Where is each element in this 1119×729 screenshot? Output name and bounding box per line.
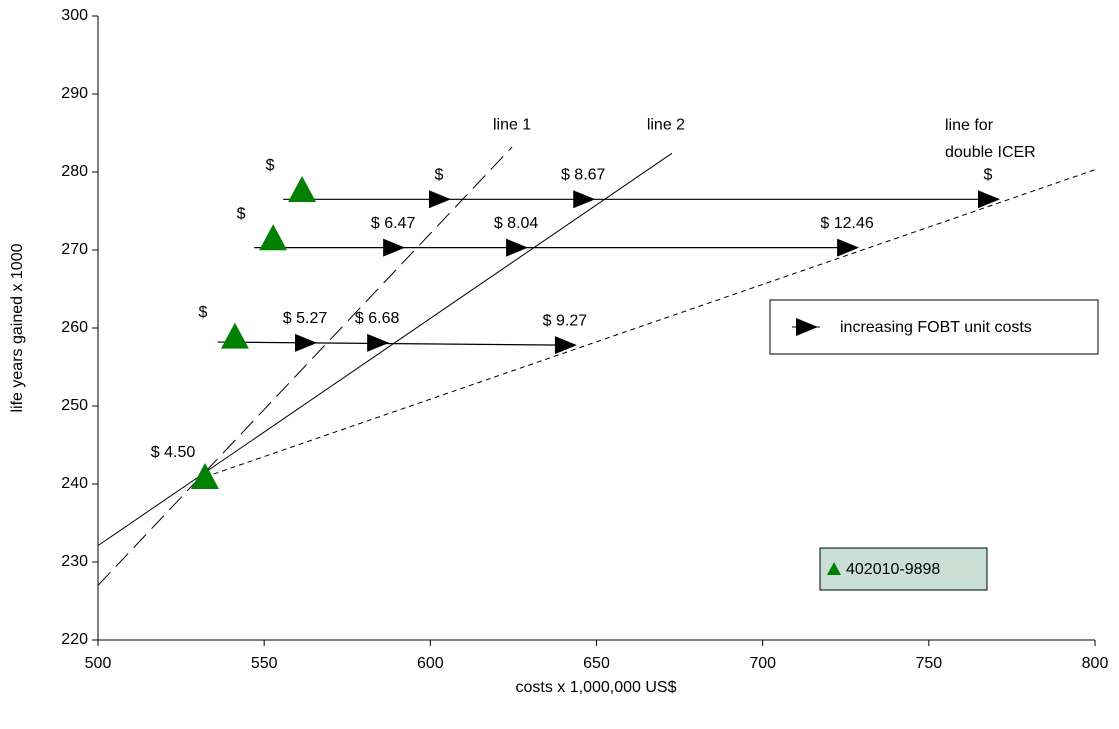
legend-marker — [827, 562, 841, 575]
line-label: double ICER — [945, 144, 1036, 161]
legend-label: increasing FOBT unit costs — [840, 319, 1032, 336]
x-tick-label: 550 — [251, 655, 278, 672]
point-label: $ — [435, 167, 444, 184]
x-tick-label: 650 — [583, 655, 610, 672]
arrow-marker — [573, 190, 596, 209]
arrow-marker — [295, 333, 318, 352]
point-label: $ 8.04 — [494, 215, 539, 232]
arrow-marker — [977, 190, 1000, 209]
triangle-marker — [191, 462, 220, 489]
point-label: $ — [237, 206, 246, 223]
x-tick-label: 700 — [749, 655, 776, 672]
arrow-marker — [506, 238, 529, 257]
point-label: $ — [984, 167, 993, 184]
legend-marker — [796, 318, 818, 336]
point-label: $ — [266, 157, 275, 174]
line-label: line 1 — [493, 116, 531, 133]
arrow-marker — [383, 238, 406, 257]
legend-box — [819, 547, 988, 591]
point-label: $ — [198, 304, 207, 321]
point-label: $ 9.27 — [543, 312, 588, 329]
arrow-marker — [554, 336, 577, 355]
point-label: $ 8.67 — [561, 167, 606, 184]
x-axis-label: costs x 1,000,000 US$ — [516, 679, 677, 696]
point-label: $ 12.46 — [820, 215, 873, 232]
line-label: line 2 — [647, 116, 685, 133]
y-tick-label: 290 — [61, 85, 88, 102]
reference-line — [97, 146, 513, 586]
y-tick-label: 270 — [61, 241, 88, 258]
legend-label: 402010-9898 — [846, 561, 940, 578]
x-tick-label: 500 — [85, 655, 112, 672]
y-tick-label: 300 — [61, 7, 88, 24]
y-axis-label: life years gained x 1000 — [9, 243, 26, 412]
reference-line — [204, 169, 1096, 478]
point-label: $ 6.68 — [355, 310, 400, 327]
point-label: $ 4.50 — [151, 444, 196, 461]
triangle-marker — [288, 175, 317, 202]
x-tick-label: 750 — [915, 655, 942, 672]
y-tick-label: 250 — [61, 397, 88, 414]
triangle-marker — [220, 322, 249, 349]
y-tick-label: 280 — [61, 163, 88, 180]
point-label: $ 5.27 — [283, 310, 328, 327]
y-tick-label: 260 — [61, 319, 88, 336]
reference-line — [97, 152, 673, 547]
arrow-marker — [428, 190, 451, 209]
y-tick-label: 220 — [61, 631, 88, 648]
x-tick-label: 600 — [417, 655, 444, 672]
y-tick-label: 230 — [61, 553, 88, 570]
triangle-marker — [259, 224, 288, 251]
point-label: $ 6.47 — [371, 215, 416, 232]
y-tick-label: 240 — [61, 475, 88, 492]
arrow-marker — [367, 333, 390, 352]
line-label: line for — [945, 117, 994, 134]
connector-line — [217, 341, 565, 346]
arrow-marker — [837, 238, 860, 257]
legend-box — [769, 299, 1099, 355]
x-tick-label: 800 — [1082, 655, 1109, 672]
